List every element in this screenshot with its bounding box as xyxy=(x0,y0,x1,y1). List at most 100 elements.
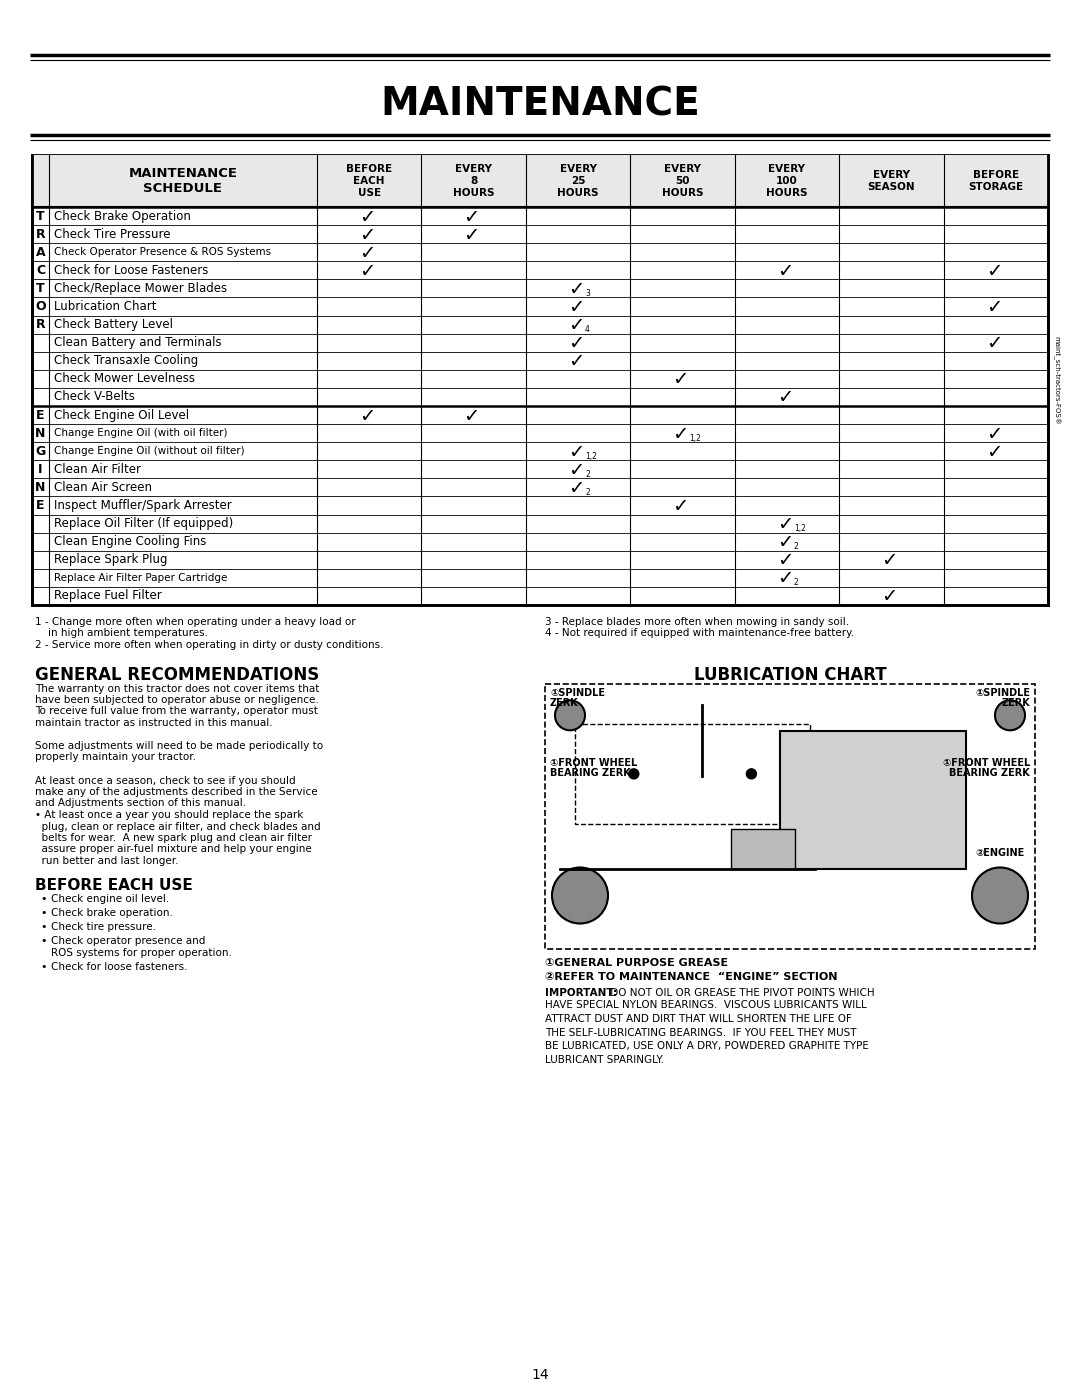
Text: ①FRONT WHEEL: ①FRONT WHEEL xyxy=(550,757,637,768)
Text: Check Battery Level: Check Battery Level xyxy=(54,319,173,331)
Text: Check brake operation.: Check brake operation. xyxy=(51,908,173,918)
Text: ①FRONT WHEEL: ①FRONT WHEEL xyxy=(943,757,1030,768)
Text: GENERAL RECOMMENDATIONS: GENERAL RECOMMENDATIONS xyxy=(35,665,320,683)
Text: ✓: ✓ xyxy=(881,552,897,570)
Text: •: • xyxy=(40,936,46,946)
Text: ✓: ✓ xyxy=(777,570,793,588)
Text: maintain tractor as instructed in this manual.: maintain tractor as instructed in this m… xyxy=(35,718,272,728)
Circle shape xyxy=(552,868,608,923)
Text: Lubrication Chart: Lubrication Chart xyxy=(54,300,157,313)
Text: ✓: ✓ xyxy=(673,370,689,390)
Text: Clean Air Filter: Clean Air Filter xyxy=(54,462,141,476)
Text: Check Mower Levelness: Check Mower Levelness xyxy=(54,373,195,386)
Text: •: • xyxy=(40,908,46,918)
Text: 2: 2 xyxy=(585,469,590,479)
Text: BEFORE
STORAGE: BEFORE STORAGE xyxy=(969,170,1024,191)
Text: MAINTENANCE: MAINTENANCE xyxy=(380,87,700,124)
Text: BEFORE
EACH
USE: BEFORE EACH USE xyxy=(347,165,392,197)
Text: R: R xyxy=(36,319,45,331)
Text: ①GENERAL PURPOSE GREASE: ①GENERAL PURPOSE GREASE xyxy=(545,958,728,968)
Text: Replace Oil Filter (If equipped): Replace Oil Filter (If equipped) xyxy=(54,517,233,529)
Text: 1,2: 1,2 xyxy=(794,524,806,534)
Circle shape xyxy=(995,700,1025,731)
Text: ✓: ✓ xyxy=(568,298,584,317)
Text: Clean Battery and Terminals: Clean Battery and Terminals xyxy=(54,337,221,349)
Text: Check tire pressure.: Check tire pressure. xyxy=(51,922,156,932)
Text: LUBRICATION CHART: LUBRICATION CHART xyxy=(693,665,887,683)
Text: ✓: ✓ xyxy=(359,208,376,226)
Text: Check Transaxle Cooling: Check Transaxle Cooling xyxy=(54,355,199,367)
Text: ✓: ✓ xyxy=(568,279,584,299)
Text: ✓: ✓ xyxy=(463,208,480,226)
Text: Check engine oil level.: Check engine oil level. xyxy=(51,894,170,904)
Text: BEARING ZERK: BEARING ZERK xyxy=(550,768,631,778)
Text: BEFORE EACH USE: BEFORE EACH USE xyxy=(35,877,192,893)
Text: E: E xyxy=(37,408,44,422)
Text: ✓: ✓ xyxy=(359,407,376,426)
Text: ✓: ✓ xyxy=(777,552,793,570)
Text: plug, clean or replace air filter, and check blades and: plug, clean or replace air filter, and c… xyxy=(35,821,321,831)
Text: The warranty on this tractor does not cover items that: The warranty on this tractor does not co… xyxy=(35,683,320,693)
Text: ✓: ✓ xyxy=(673,425,689,444)
Text: Change Engine Oil (without oil filter): Change Engine Oil (without oil filter) xyxy=(54,446,245,457)
Text: ✓: ✓ xyxy=(986,425,1002,444)
Text: 2: 2 xyxy=(585,488,590,497)
Text: HAVE SPECIAL NYLON BEARINGS.  VISCOUS LUBRICANTS WILL
ATTRACT DUST AND DIRT THAT: HAVE SPECIAL NYLON BEARINGS. VISCOUS LUB… xyxy=(545,1000,869,1065)
Text: E: E xyxy=(37,499,44,511)
Text: Check for Loose Fasteners: Check for Loose Fasteners xyxy=(54,264,208,277)
Text: ✓: ✓ xyxy=(568,479,584,497)
Text: T: T xyxy=(37,282,44,295)
Text: Check Tire Pressure: Check Tire Pressure xyxy=(54,228,171,240)
Text: 2: 2 xyxy=(794,578,799,587)
Text: 14: 14 xyxy=(531,1368,549,1382)
Text: EVERY
SEASON: EVERY SEASON xyxy=(867,170,915,191)
Text: Check Operator Presence & ROS Systems: Check Operator Presence & ROS Systems xyxy=(54,247,271,257)
Text: 3: 3 xyxy=(585,289,590,298)
Text: •: • xyxy=(40,894,46,904)
Text: belts for wear.  A new spark plug and clean air filter: belts for wear. A new spark plug and cle… xyxy=(35,833,312,842)
Text: At least once a season, check to see if you should: At least once a season, check to see if … xyxy=(35,775,296,785)
Text: R: R xyxy=(36,228,45,240)
Text: 1,2: 1,2 xyxy=(585,451,597,461)
Text: ✓: ✓ xyxy=(673,497,689,515)
Text: Replace Air Filter Paper Cartridge: Replace Air Filter Paper Cartridge xyxy=(54,573,228,583)
Text: Check for loose fasteners.: Check for loose fasteners. xyxy=(51,961,188,971)
Text: Change Engine Oil (with oil filter): Change Engine Oil (with oil filter) xyxy=(54,427,228,439)
Text: ②REFER TO MAINTENANCE  “ENGINE” SECTION: ②REFER TO MAINTENANCE “ENGINE” SECTION xyxy=(545,971,837,982)
Text: Clean Air Screen: Clean Air Screen xyxy=(54,481,152,495)
Text: ✓: ✓ xyxy=(463,407,480,426)
Text: ROS systems for proper operation.: ROS systems for proper operation. xyxy=(51,947,232,957)
Text: in high ambient temperatures.: in high ambient temperatures. xyxy=(35,629,208,638)
Text: N: N xyxy=(36,426,45,440)
Text: BEARING ZERK: BEARING ZERK xyxy=(949,768,1030,778)
Circle shape xyxy=(746,768,756,780)
Text: Some adjustments will need to be made periodically to: Some adjustments will need to be made pe… xyxy=(35,740,323,752)
Text: 4 - Not required if equipped with maintenance-free battery.: 4 - Not required if equipped with mainte… xyxy=(545,629,854,638)
Text: run better and last longer.: run better and last longer. xyxy=(35,856,178,866)
Text: Check Brake Operation: Check Brake Operation xyxy=(54,210,191,222)
Text: Check Engine Oil Level: Check Engine Oil Level xyxy=(54,408,189,422)
Text: 1,2: 1,2 xyxy=(689,433,701,443)
Text: Clean Engine Cooling Fins: Clean Engine Cooling Fins xyxy=(54,535,206,548)
Text: ②ENGINE: ②ENGINE xyxy=(975,848,1025,858)
Text: N: N xyxy=(36,481,45,495)
Text: ✓: ✓ xyxy=(986,334,1002,353)
Text: have been subjected to operator abuse or negligence.: have been subjected to operator abuse or… xyxy=(35,694,319,705)
Text: Inspect Muffler/Spark Arrester: Inspect Muffler/Spark Arrester xyxy=(54,499,232,511)
Text: 1 - Change more often when operating under a heavy load or: 1 - Change more often when operating und… xyxy=(35,617,355,627)
Circle shape xyxy=(629,768,638,780)
Text: To receive full value from the warranty, operator must: To receive full value from the warranty,… xyxy=(35,707,318,717)
Text: and Adjustments section of this manual.: and Adjustments section of this manual. xyxy=(35,799,246,809)
Text: EVERY
100
HOURS: EVERY 100 HOURS xyxy=(766,165,808,197)
Text: make any of the adjustments described in the Service: make any of the adjustments described in… xyxy=(35,787,318,798)
Text: 4: 4 xyxy=(585,326,590,334)
Text: C: C xyxy=(36,264,45,277)
Bar xyxy=(731,830,795,869)
Text: Replace Spark Plug: Replace Spark Plug xyxy=(54,553,167,566)
Text: ✓: ✓ xyxy=(463,226,480,244)
Text: ZERK: ZERK xyxy=(1001,698,1030,708)
Text: ①SPINDLE: ①SPINDLE xyxy=(975,689,1030,698)
Text: DO NOT OIL OR GREASE THE PIVOT POINTS WHICH: DO NOT OIL OR GREASE THE PIVOT POINTS WH… xyxy=(607,989,875,999)
Text: ✓: ✓ xyxy=(568,461,584,479)
Bar xyxy=(545,683,1035,949)
